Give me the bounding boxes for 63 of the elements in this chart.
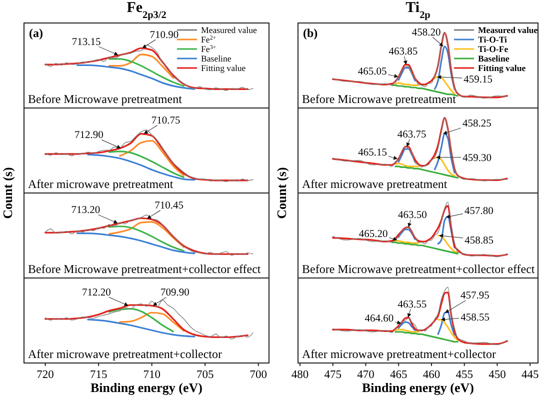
annotation: 710.90 [150, 30, 179, 41]
text: After microwave pretreatment+collector [28, 347, 222, 361]
x-tick-label: 445 [521, 369, 539, 381]
legend-label: Baseline [201, 54, 232, 64]
annotation: 458.85 [464, 235, 494, 246]
annotation: (b) [303, 26, 318, 40]
annotation: 465.15 [358, 148, 388, 159]
legend-label: Fe$^{3+}$ [201, 44, 217, 54]
text: After microwave pretreatment [302, 177, 448, 191]
x-tick-label: 460 [422, 369, 440, 381]
text: Before Microwave pretreatment+collector effect [28, 262, 262, 276]
annotation: 710.45 [154, 200, 184, 212]
annotation: 464.60 [364, 313, 394, 324]
text: After microwave pretreatment+collector [302, 347, 496, 361]
annotation: 713.15 [72, 36, 101, 48]
annotation: 458.20 [412, 27, 441, 38]
annotation: 463.55 [398, 299, 427, 310]
text: After microwave pretreatment [28, 177, 174, 191]
annotation: 458.55 [460, 312, 490, 324]
x-tick-label: 465 [390, 369, 408, 381]
x-tick-label: 705 [196, 369, 214, 381]
annotation: 713.20 [71, 205, 100, 216]
x-tick-label: 700 [250, 369, 268, 381]
annotation: 463.75 [397, 130, 426, 141]
x-tick-label: 480 [291, 369, 309, 381]
annotation: 709.90 [160, 288, 190, 299]
text: Before Microwave pretreatment [302, 92, 457, 106]
chart-title: Fe$_{2p3/2}$ [126, 0, 166, 20]
annotation: 459.15 [464, 74, 493, 86]
annotation: 712.90 [74, 130, 104, 142]
x-tick-label: 720 [36, 369, 54, 381]
annotation: 457.95 [460, 290, 490, 302]
text: Before Microwave pretreatment+collector effect [302, 262, 536, 276]
y-axis-title: Count (s) [274, 167, 289, 219]
legend-label: Measured value [478, 25, 538, 36]
x-tick-label: 450 [488, 369, 506, 381]
x-tick-label: 710 [143, 369, 161, 381]
x-tick-label: 455 [456, 369, 474, 381]
text: (a) [29, 26, 43, 40]
x-axis-title: Binding energy (eV) [362, 380, 474, 395]
annotation: 465.05 [358, 66, 387, 78]
x-axis-title: Binding energy (eV) [90, 380, 202, 395]
annotation: 710.75 [151, 116, 180, 127]
legend-label: Baseline [478, 54, 510, 64]
annotation: 463.85 [388, 46, 418, 58]
y-axis-title: Count (s) [0, 167, 15, 219]
annotation: 465.20 [358, 228, 388, 240]
annotation: 463.50 [398, 210, 427, 221]
annotation: 712.20 [82, 288, 111, 299]
text: Before Microwave pretreatment [28, 92, 183, 106]
annotation: 458.25 [462, 118, 492, 130]
x-tick-label: 470 [357, 369, 375, 381]
legend-label: Ti-O-Fe [478, 44, 508, 54]
annotation: 457.80 [464, 206, 494, 218]
x-tick-label: 715 [90, 369, 108, 381]
legend-label: Fitting value [478, 63, 526, 74]
chart-title: Ti$_{2p}$ [406, 0, 431, 20]
legend-label: Measured value [201, 25, 258, 36]
legend-label: Fitting value [201, 63, 246, 74]
x-tick-label: 475 [324, 369, 342, 381]
legend-label: Fe$^{2+}$ [201, 34, 217, 45]
annotation: 459.30 [462, 153, 492, 164]
legend-label: Ti-O-Ti [478, 34, 508, 45]
